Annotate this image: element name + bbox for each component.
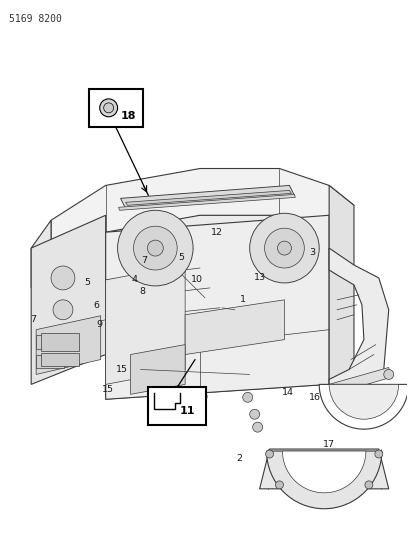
Text: 14: 14 [282,388,295,397]
Circle shape [266,450,273,458]
Wedge shape [282,451,366,493]
Polygon shape [31,220,51,288]
Text: 6: 6 [94,301,100,310]
Circle shape [264,228,304,268]
Circle shape [104,103,113,113]
Text: 7: 7 [30,315,36,324]
Polygon shape [329,367,391,395]
Text: 13: 13 [253,273,266,282]
Text: 5169 8200: 5169 8200 [9,14,62,25]
Polygon shape [259,449,389,489]
FancyBboxPatch shape [149,387,206,425]
Text: 3: 3 [309,247,315,256]
Text: 4: 4 [131,276,137,285]
Polygon shape [329,185,354,384]
Polygon shape [31,215,106,384]
Polygon shape [106,215,329,399]
Circle shape [275,481,284,489]
Circle shape [71,332,87,348]
Text: 15: 15 [115,365,128,374]
FancyBboxPatch shape [41,333,79,351]
Circle shape [53,300,73,320]
Circle shape [365,481,373,489]
Text: 5: 5 [85,278,91,287]
Polygon shape [131,345,185,394]
Wedge shape [319,384,408,429]
Polygon shape [51,168,354,260]
Text: 9: 9 [97,320,103,329]
Text: 15: 15 [102,385,114,394]
Circle shape [243,392,253,402]
Text: 10: 10 [191,276,203,285]
Text: 16: 16 [309,393,321,402]
Circle shape [250,213,319,283]
Circle shape [384,369,394,379]
Text: 12: 12 [211,228,223,237]
FancyBboxPatch shape [89,89,144,127]
Text: 2: 2 [237,455,243,464]
Circle shape [277,241,291,255]
Text: 8: 8 [140,287,145,296]
Wedge shape [329,384,399,419]
Text: 11: 11 [180,406,195,416]
Text: 1: 1 [240,295,246,304]
Polygon shape [106,215,329,399]
Circle shape [250,409,259,419]
Polygon shape [36,316,101,375]
Wedge shape [266,451,382,508]
Polygon shape [329,248,389,399]
Polygon shape [106,265,185,384]
Text: 5: 5 [178,253,184,262]
Circle shape [375,450,383,458]
FancyBboxPatch shape [36,354,64,368]
Circle shape [133,226,177,270]
Polygon shape [185,300,284,354]
Circle shape [253,422,263,432]
Polygon shape [119,195,295,211]
Text: 17: 17 [323,440,335,449]
Circle shape [100,99,118,117]
Polygon shape [121,185,295,208]
Polygon shape [126,190,291,205]
Text: 10: 10 [197,393,209,402]
Text: 18: 18 [121,111,136,121]
Circle shape [147,240,163,256]
Circle shape [118,211,193,286]
Text: 7: 7 [142,255,147,264]
Circle shape [71,349,87,365]
FancyBboxPatch shape [36,335,64,349]
Circle shape [51,266,75,290]
FancyBboxPatch shape [41,352,79,367]
